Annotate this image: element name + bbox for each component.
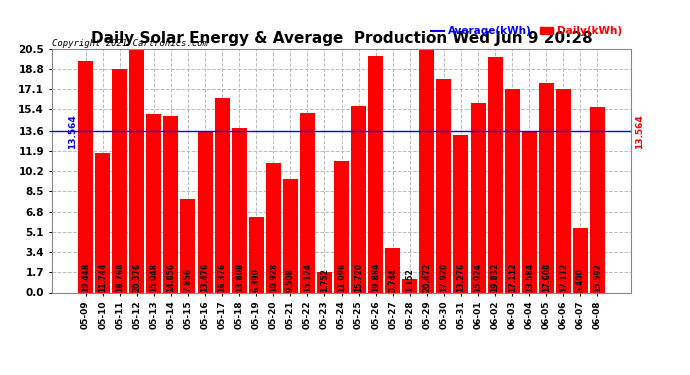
Bar — [266, 163, 281, 292]
Text: 17.112: 17.112 — [508, 262, 517, 291]
Text: 20.472: 20.472 — [422, 262, 431, 291]
Bar — [146, 114, 161, 292]
Bar — [556, 89, 571, 292]
Bar — [420, 49, 435, 292]
Legend: Average(kWh), Daily(kWh): Average(kWh), Daily(kWh) — [427, 22, 626, 40]
Bar — [590, 107, 605, 292]
Text: 19.448: 19.448 — [81, 262, 90, 291]
Text: 9.508: 9.508 — [286, 268, 295, 291]
Bar — [522, 131, 537, 292]
Bar — [197, 132, 213, 292]
Bar — [215, 98, 230, 292]
Bar — [164, 116, 179, 292]
Text: 15.048: 15.048 — [149, 262, 159, 291]
Bar — [334, 160, 349, 292]
Text: 7.856: 7.856 — [184, 267, 193, 291]
Bar — [539, 83, 554, 292]
Bar — [504, 89, 520, 292]
Bar — [181, 199, 195, 292]
Bar — [317, 272, 332, 292]
Bar — [78, 61, 93, 292]
Text: 1.752: 1.752 — [320, 268, 329, 291]
Text: 13.564: 13.564 — [635, 114, 644, 148]
Bar — [385, 248, 400, 292]
Text: 5.400: 5.400 — [576, 268, 585, 291]
Text: 3.744: 3.744 — [388, 267, 397, 291]
Bar — [129, 50, 144, 292]
Text: 13.564: 13.564 — [68, 114, 77, 148]
Text: 15.720: 15.720 — [354, 262, 363, 291]
Bar — [402, 279, 417, 292]
Text: 1.152: 1.152 — [405, 268, 414, 291]
Text: 10.928: 10.928 — [269, 262, 278, 291]
Text: 15.924: 15.924 — [473, 262, 482, 291]
Text: Copyright 2021 Cartronics.com: Copyright 2021 Cartronics.com — [52, 39, 208, 48]
Bar — [573, 228, 588, 292]
Bar — [471, 103, 486, 292]
Text: 15.592: 15.592 — [593, 262, 602, 291]
Text: 17.608: 17.608 — [542, 262, 551, 291]
Bar — [351, 106, 366, 292]
Bar — [248, 216, 264, 292]
Text: 14.856: 14.856 — [166, 262, 175, 291]
Text: 13.584: 13.584 — [524, 262, 534, 291]
Bar — [300, 112, 315, 292]
Text: 16.376: 16.376 — [217, 262, 226, 291]
Title: Daily Solar Energy & Average  Production Wed Jun 9 20:28: Daily Solar Energy & Average Production … — [90, 31, 593, 46]
Bar — [453, 135, 469, 292]
Text: 20.376: 20.376 — [132, 262, 141, 291]
Bar — [283, 180, 298, 292]
Bar — [95, 153, 110, 292]
Text: 13.476: 13.476 — [201, 262, 210, 291]
Text: 17.112: 17.112 — [559, 262, 568, 291]
Text: 13.276: 13.276 — [457, 262, 466, 291]
Bar — [368, 56, 383, 292]
Text: 15.124: 15.124 — [303, 262, 312, 291]
Text: 19.884: 19.884 — [371, 262, 380, 291]
Bar — [488, 57, 502, 292]
Bar — [112, 69, 127, 292]
Bar — [232, 128, 247, 292]
Text: 18.768: 18.768 — [115, 262, 124, 291]
Text: 19.832: 19.832 — [491, 262, 500, 291]
Bar — [436, 80, 451, 292]
Text: 13.808: 13.808 — [235, 262, 244, 291]
Text: 11.096: 11.096 — [337, 262, 346, 291]
Text: 11.744: 11.744 — [98, 262, 107, 291]
Text: 17.920: 17.920 — [440, 262, 449, 291]
Text: 6.390: 6.390 — [252, 268, 261, 291]
